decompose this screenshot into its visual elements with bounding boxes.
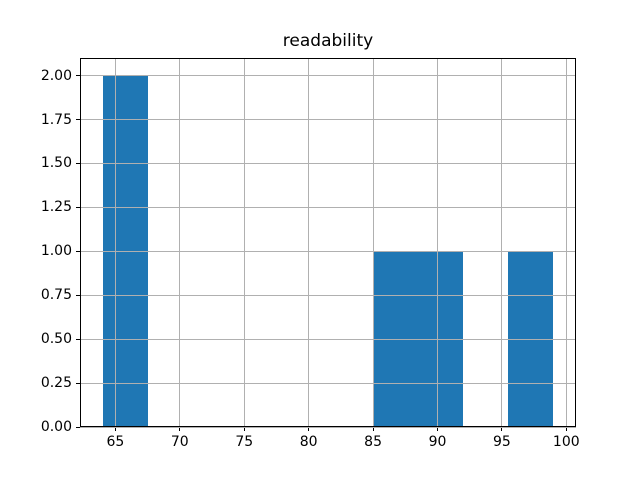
x-axis-tick-label: 80: [299, 434, 318, 450]
x-axis-tick-label: 65: [106, 434, 125, 450]
x-tick-mark: [179, 427, 181, 431]
x-tick-mark: [308, 427, 310, 431]
gridline-vertical: [565, 58, 567, 427]
y-tick-mark: [76, 382, 80, 384]
gridline-vertical: [437, 58, 438, 427]
x-tick-mark: [114, 427, 116, 431]
y-axis-tick-label: 2.00: [40, 67, 72, 84]
y-axis-tick-label: 0.50: [40, 331, 72, 348]
gridline-horizontal: [80, 426, 576, 428]
y-tick-mark: [76, 75, 80, 77]
gridline-vertical: [179, 58, 181, 427]
gridline-horizontal: [80, 338, 576, 340]
plot-area: [80, 58, 576, 428]
grid-layer: [80, 58, 576, 428]
gridline-horizontal: [80, 250, 576, 252]
gridline-vertical: [501, 58, 503, 427]
gridline-vertical: [308, 58, 310, 427]
gridline-horizontal: [80, 294, 576, 296]
y-tick-mark: [76, 294, 80, 296]
gridline-vertical: [243, 58, 245, 427]
y-axis-tick-label: 0.25: [40, 375, 72, 392]
y-tick-mark: [76, 338, 80, 340]
y-axis-tick-label: 1.50: [40, 155, 72, 172]
x-axis-tick-label: 100: [552, 434, 580, 450]
y-axis-tick-label: 1.25: [40, 199, 72, 216]
x-axis-tick-label: 75: [235, 434, 254, 450]
x-tick-mark: [437, 427, 438, 431]
x-tick-mark: [243, 427, 245, 431]
y-axis-tick-label: 1.75: [40, 111, 72, 128]
x-tick-mark: [565, 427, 567, 431]
x-axis-tick-label: 70: [170, 434, 189, 450]
gridline-horizontal: [80, 75, 576, 77]
y-tick-mark: [76, 162, 80, 164]
y-axis-tick-label: 0.00: [40, 419, 72, 435]
gridline-horizontal: [80, 382, 576, 384]
y-tick-mark: [76, 206, 80, 208]
gridline-horizontal: [80, 119, 576, 120]
x-tick-mark: [372, 427, 374, 431]
chart-title: readability: [282, 31, 374, 51]
x-axis-tick-label: 95: [492, 434, 511, 450]
axes-spines: [80, 58, 576, 427]
x-tick-mark: [501, 427, 503, 431]
y-tick-mark: [76, 119, 80, 120]
gridline-vertical: [114, 58, 116, 427]
y-tick-mark: [76, 250, 80, 252]
y-axis-tick-label: 1.00: [40, 243, 72, 260]
x-axis-tick-label: 85: [364, 434, 383, 450]
y-axis-tick-label: 0.75: [40, 287, 72, 304]
gridline-horizontal: [80, 206, 576, 208]
x-axis-tick-label: 90: [428, 434, 447, 450]
gridline-horizontal: [80, 162, 576, 164]
y-tick-mark: [76, 426, 80, 428]
gridline-vertical: [372, 58, 374, 427]
